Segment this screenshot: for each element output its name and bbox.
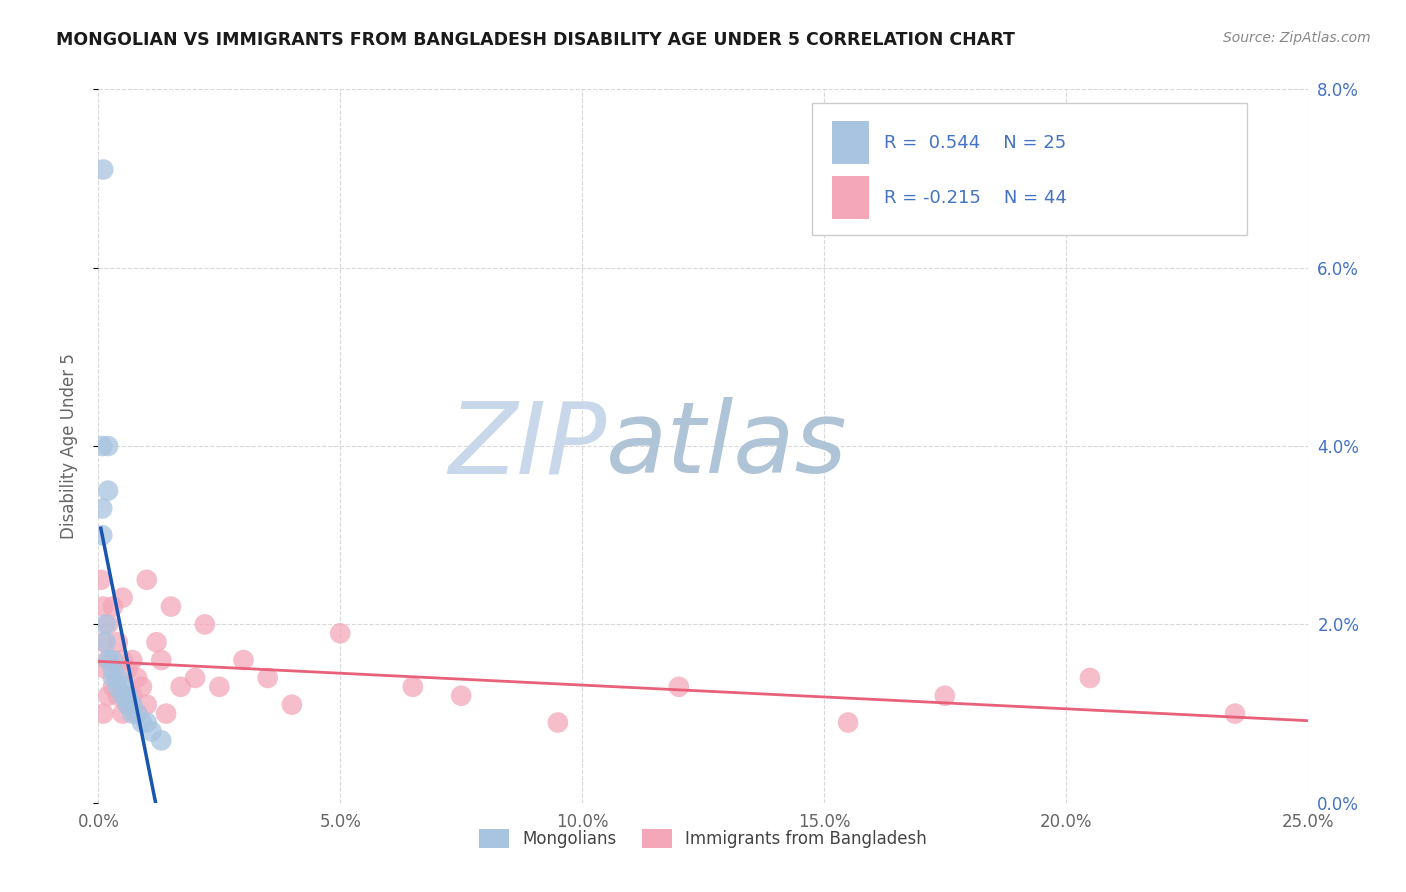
Point (107, 671, 129, 685)
Text: atlas: atlas (606, 398, 848, 494)
Point (131, 715, 153, 730)
Legend: Mongolians, Immigrants from Bangladesh: Mongolians, Immigrants from Bangladesh (472, 822, 934, 855)
Point (97, 653, 120, 667)
Point (101, 662, 124, 676)
Point (107, 689, 129, 703)
Point (101, 599, 124, 614)
Point (150, 733, 173, 747)
Point (111, 680, 134, 694)
Point (117, 698, 139, 712)
Point (131, 680, 153, 694)
Point (184, 671, 207, 685)
Point (121, 689, 143, 703)
Point (111, 653, 134, 667)
Point (101, 671, 124, 685)
FancyBboxPatch shape (832, 121, 869, 164)
Point (117, 662, 139, 676)
Point (150, 653, 173, 667)
Point (97, 483, 120, 498)
Point (101, 653, 124, 667)
Point (668, 680, 690, 694)
Point (91, 635, 114, 649)
Point (934, 689, 956, 703)
Point (127, 706, 149, 721)
Point (94, 617, 117, 632)
Point (281, 698, 304, 712)
Point (329, 626, 352, 640)
Point (107, 635, 129, 649)
Point (107, 680, 129, 694)
Point (127, 671, 149, 685)
FancyBboxPatch shape (832, 177, 869, 219)
Point (256, 671, 278, 685)
Point (97, 439, 120, 453)
FancyBboxPatch shape (811, 103, 1247, 235)
Point (91, 599, 114, 614)
Point (837, 715, 859, 730)
Point (111, 706, 134, 721)
Point (101, 680, 124, 694)
Point (111, 689, 134, 703)
Point (194, 617, 217, 632)
Point (121, 706, 143, 721)
Text: R =  0.544    N = 25: R = 0.544 N = 25 (884, 134, 1067, 152)
Point (1078, 671, 1101, 685)
Point (1223, 706, 1246, 721)
Point (111, 591, 134, 605)
Point (117, 698, 139, 712)
Text: Source: ZipAtlas.com: Source: ZipAtlas.com (1223, 31, 1371, 45)
Point (97, 617, 120, 632)
Text: R = -0.215    N = 44: R = -0.215 N = 44 (884, 189, 1067, 207)
Point (91, 162, 114, 177)
Y-axis label: Disability Age Under 5: Disability Age Under 5 (59, 353, 77, 539)
Point (91, 439, 114, 453)
Point (145, 635, 167, 649)
Point (121, 698, 143, 712)
Point (91, 528, 114, 542)
Point (402, 680, 425, 694)
Point (547, 715, 569, 730)
Point (135, 715, 157, 730)
Point (91, 501, 114, 516)
Point (97, 689, 120, 703)
Point (135, 698, 157, 712)
Point (135, 573, 157, 587)
Point (232, 653, 254, 667)
Point (117, 689, 139, 703)
Point (141, 724, 163, 739)
Point (121, 653, 143, 667)
Point (208, 680, 231, 694)
Point (450, 689, 472, 703)
Text: ZIP: ZIP (449, 398, 606, 494)
Point (91, 706, 114, 721)
Point (97, 653, 120, 667)
Point (169, 680, 191, 694)
Point (94, 635, 117, 649)
Point (155, 706, 177, 721)
Text: MONGOLIAN VS IMMIGRANTS FROM BANGLADESH DISABILITY AGE UNDER 5 CORRELATION CHART: MONGOLIAN VS IMMIGRANTS FROM BANGLADESH … (56, 31, 1015, 49)
Point (127, 706, 149, 721)
Point (90, 573, 112, 587)
Point (94, 662, 117, 676)
Point (160, 599, 183, 614)
